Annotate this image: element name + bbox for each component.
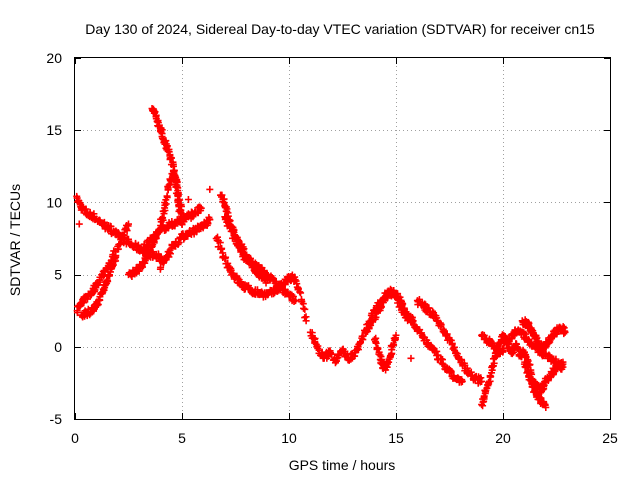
data-point [206,185,214,193]
data-point [372,339,380,347]
data-point [184,232,192,240]
data-point [268,274,276,282]
data-point [542,403,550,411]
data-point [114,245,122,253]
chart-title: Day 130 of 2024, Sidereal Day-to-day VTE… [85,21,595,37]
data-point [221,214,229,222]
y-tick-label: 15 [46,122,62,138]
y-tick-label: 20 [46,50,62,66]
x-tick-label: 20 [495,430,511,446]
data-point [296,288,304,296]
data-point [301,305,309,313]
data-point [83,295,91,303]
data-point [229,228,237,236]
data-point [184,196,192,204]
x-tick-label: 5 [178,430,186,446]
data-point [300,304,308,312]
data-point [108,262,116,270]
x-tick-label: 25 [602,430,618,446]
data-point [328,350,336,358]
data-point [218,244,226,252]
data-point [96,296,104,304]
data-point [408,317,416,325]
data-point [559,363,567,371]
data-point [425,304,433,312]
data-point [399,299,407,307]
x-axis-title: GPS time / hours [289,457,396,473]
data-point [561,328,569,336]
data-point [396,293,404,301]
x-tick-label: 10 [281,430,297,446]
data-point [447,367,455,375]
data-point [407,354,415,362]
data-point [73,309,81,317]
data-point [297,289,305,297]
x-tick-label: 15 [388,430,404,446]
data-point [112,253,120,261]
data-point [377,303,385,311]
data-point [528,326,536,334]
data-point [175,239,183,247]
data-point [421,300,429,308]
data-point [545,351,553,359]
y-tick-label: 10 [46,194,62,210]
data-point [301,314,309,322]
data-point [151,235,159,243]
plot-frame [74,57,611,420]
data-point [106,271,114,279]
data-point [478,377,486,385]
data-point [167,154,175,162]
data-point [342,352,350,360]
data-point [359,332,367,340]
data-point [333,357,341,365]
data-point [392,331,400,339]
y-axis-title: SDTVAR / TECUs [7,184,23,296]
data-point [390,341,398,349]
data-point [75,220,83,228]
data-point [302,317,310,325]
x-tick-label: 0 [71,430,79,446]
data-point [73,192,81,200]
data-point [290,298,298,306]
data-point [139,263,147,271]
data-point [522,363,530,371]
data-point [560,327,568,335]
data-point [232,238,240,246]
data-point [291,276,299,284]
y-tick-label: -5 [50,411,63,427]
data-point [482,388,490,396]
data-point [158,214,166,222]
data-point [206,216,214,224]
y-tick-label: 5 [54,267,62,283]
data-point [156,265,164,273]
data-point [125,220,132,228]
data-point [367,321,375,329]
data-point [458,377,466,385]
data-point [500,344,508,352]
data-point [291,297,299,305]
data-point [546,352,554,360]
data-points [73,105,569,411]
data-point [157,128,165,136]
axis-ticks: 0 5 10 15 20 25 -5 0 5 10 15 20 [46,50,618,446]
data-point [437,320,445,328]
data-point [221,254,229,262]
data-point [163,193,171,201]
data-point [374,344,382,352]
y-tick-label: 0 [54,339,62,355]
data-point [216,239,224,247]
data-point [163,142,171,150]
data-point [197,204,205,212]
